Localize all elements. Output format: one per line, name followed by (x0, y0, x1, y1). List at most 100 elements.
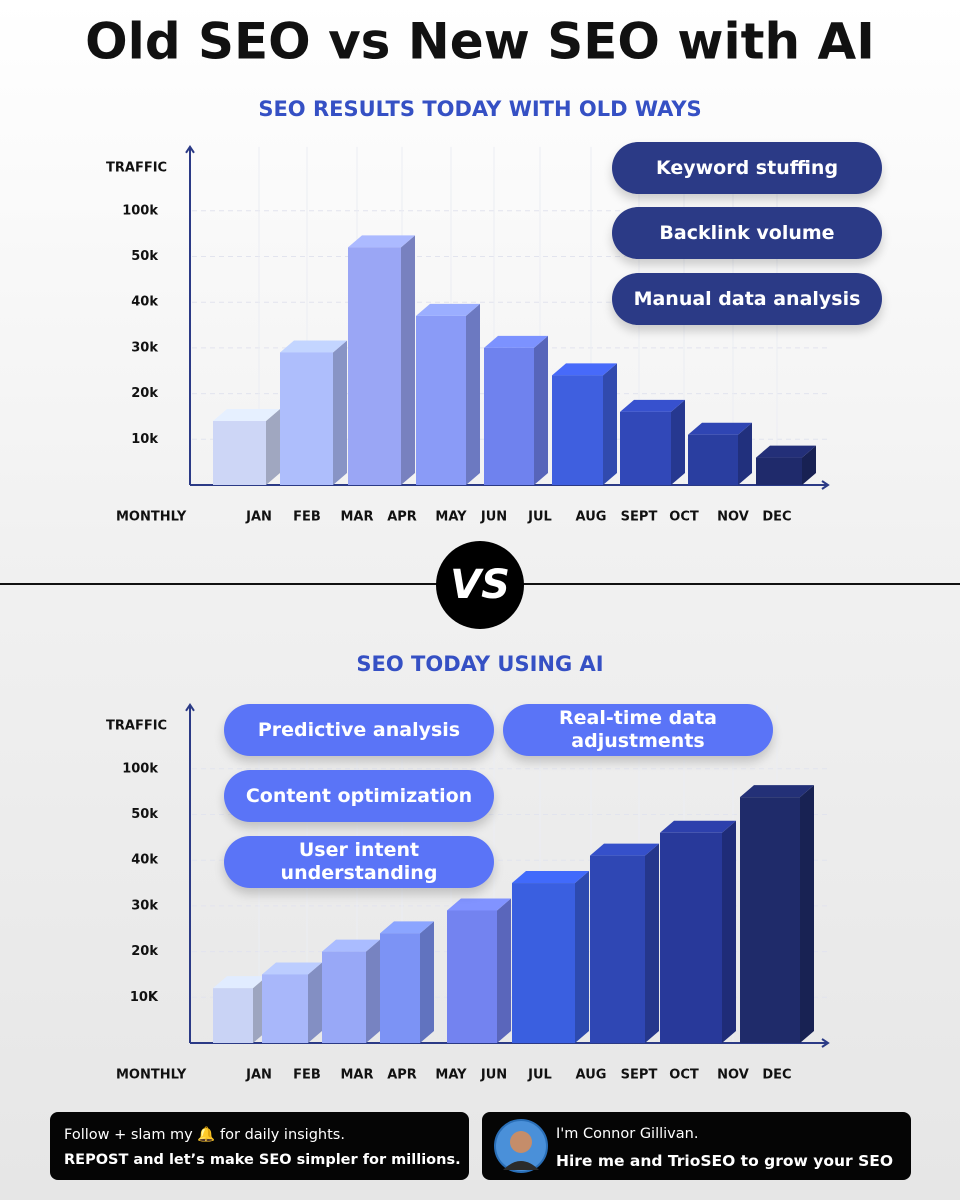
bar-top (322, 939, 380, 952)
y-tick-label: 10k (131, 432, 158, 447)
bar (447, 910, 497, 1043)
bar-side (420, 921, 434, 1043)
x-tick-label: JUL (527, 1068, 552, 1083)
axis-arrow (185, 145, 195, 154)
y-tick-label: 100k (122, 203, 158, 218)
bar (213, 988, 253, 1043)
bar-top (348, 235, 415, 248)
x-tick-label: FEB (293, 1068, 321, 1083)
bar-side (333, 340, 347, 485)
bar-top (756, 445, 816, 458)
callout: Backlink volume (612, 207, 882, 259)
bar (262, 974, 308, 1043)
bar (756, 457, 802, 485)
bar-side (366, 939, 380, 1043)
bar (620, 411, 671, 485)
bar-side (738, 422, 752, 485)
bar-top (688, 422, 752, 435)
axis-arrow (821, 1038, 830, 1048)
callout: Predictive analysis (224, 704, 494, 756)
vs-badge: VS (450, 562, 510, 608)
x-tick-label: JAN (245, 1068, 272, 1083)
y-tick-label: 30k (131, 898, 158, 913)
y-tick-label: 20k (131, 386, 158, 401)
y-tick-label: 100k (122, 761, 158, 776)
avatar (494, 1119, 548, 1173)
y-axis-label: TRAFFIC (106, 160, 167, 175)
chart-title: SEO RESULTS TODAY WITH OLD WAYS (258, 97, 701, 121)
bar-side (266, 409, 280, 485)
x-tick-label: MAY (435, 510, 467, 525)
x-tick-label: FEB (293, 510, 321, 525)
bar (322, 951, 366, 1043)
bar (213, 421, 266, 485)
bar-top (380, 921, 434, 934)
x-axis-label: MONTHLY (116, 1068, 187, 1083)
bar-side (308, 962, 322, 1043)
bar-side (722, 820, 736, 1043)
axis-arrow (185, 703, 195, 712)
author-box: I'm Connor Gillivan. Hire me and TrioSEO… (482, 1112, 911, 1180)
y-tick-label: 30k (131, 340, 158, 355)
bar-top (740, 785, 814, 798)
x-tick-label: APR (387, 510, 417, 525)
bar-side (800, 785, 814, 1043)
y-tick-label: 50k (131, 807, 158, 822)
footer-line: Hire me and TrioSEO to grow your SEO (556, 1152, 893, 1170)
bar-top (620, 399, 685, 412)
bar-top (262, 962, 322, 975)
y-tick-label: 40k (131, 853, 158, 868)
bar-side (575, 871, 589, 1043)
bar (552, 375, 603, 485)
x-tick-label: NOV (717, 510, 749, 525)
bar (590, 855, 645, 1043)
page-title: Old SEO vs New SEO with AI (85, 13, 875, 71)
bar-top (447, 898, 511, 911)
bar-top (660, 820, 736, 833)
callout: Content optimization (224, 770, 494, 822)
bar-side (645, 843, 659, 1043)
bar-side (466, 303, 480, 485)
bar-top (484, 335, 548, 348)
bar-side (603, 363, 617, 485)
y-tick-label: 10K (130, 990, 159, 1005)
bar (688, 434, 738, 485)
callout: User intent understanding (224, 836, 494, 888)
callout: Real-time data adjustments (503, 704, 773, 756)
y-axis-label: TRAFFIC (106, 718, 167, 733)
bar (280, 352, 333, 485)
bar (660, 832, 722, 1043)
x-tick-label: AUG (576, 1068, 607, 1083)
x-tick-label: JAN (245, 510, 272, 525)
x-tick-label: NOV (717, 1068, 749, 1083)
x-tick-label: JUN (480, 1068, 507, 1083)
x-tick-label: SEPT (621, 510, 658, 525)
bar (348, 247, 401, 485)
bar-top (416, 303, 480, 316)
bar (380, 933, 420, 1043)
bar-top (213, 409, 280, 422)
x-tick-label: AUG (576, 510, 607, 525)
bar-side (401, 235, 415, 485)
y-tick-label: 50k (131, 249, 158, 264)
callout: Manual data analysis (612, 273, 882, 325)
chart-title: SEO TODAY USING AI (356, 652, 603, 676)
bar-top (512, 871, 589, 884)
bar-top (213, 976, 267, 989)
y-tick-label: 40k (131, 295, 158, 310)
x-axis-label: MONTHLY (116, 510, 187, 525)
bar (416, 315, 466, 485)
bar (512, 883, 575, 1043)
x-tick-label: SEPT (621, 1068, 658, 1083)
bar-side (802, 445, 816, 485)
bar-side (497, 898, 511, 1043)
bar-top (590, 843, 659, 856)
footer-line: REPOST and let’s make SEO simpler for mi… (64, 1152, 461, 1168)
axis-arrow (821, 480, 830, 490)
y-tick-label: 20k (131, 944, 158, 959)
x-tick-label: OCT (669, 510, 699, 525)
footer-line: I'm Connor Gillivan. (556, 1126, 699, 1142)
callout: Keyword stuffing (612, 142, 882, 194)
footer-line: Follow + slam my 🔔 for daily insights. (64, 1127, 345, 1143)
